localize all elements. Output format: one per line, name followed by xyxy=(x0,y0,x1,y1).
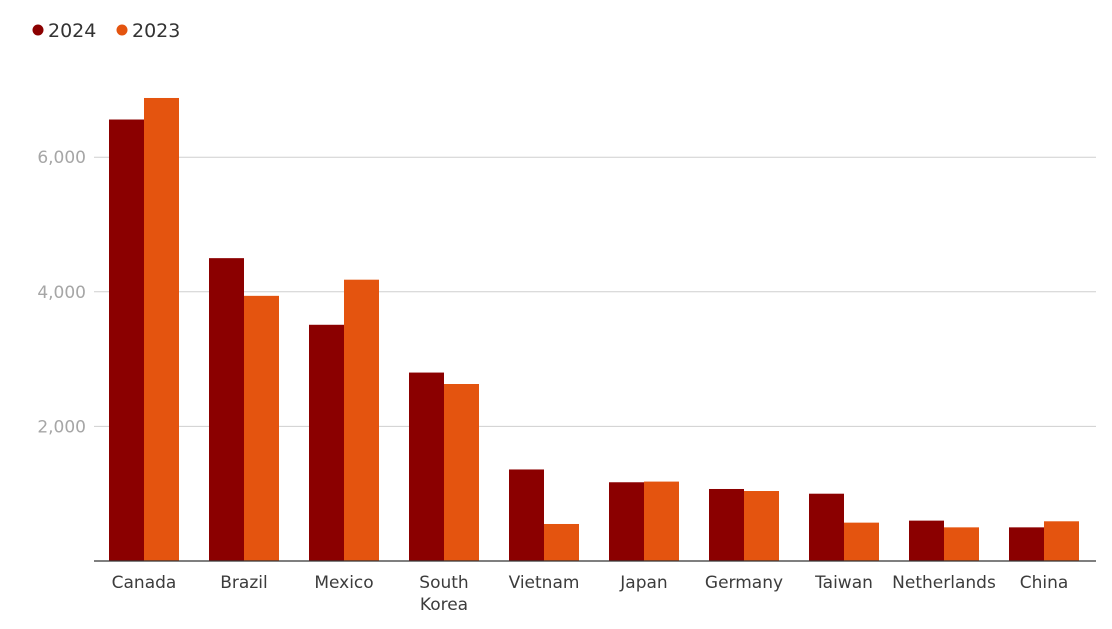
x-tick-label-line: Brazil xyxy=(220,573,267,593)
x-tick-label: Netherlands xyxy=(892,573,996,593)
bars xyxy=(109,97,1079,561)
bar-2024-south-korea xyxy=(409,372,444,561)
bar-2024-china xyxy=(1009,527,1044,561)
legend-marker-2024 xyxy=(32,24,44,36)
x-tick-label-line: Vietnam xyxy=(509,573,580,593)
bar-2024-brazil xyxy=(209,258,244,561)
bar-2023-japan xyxy=(644,481,679,561)
x-tick-label-line: South xyxy=(419,573,468,593)
legend-label-2023: 2023 xyxy=(132,20,180,42)
x-tick-label: Japan xyxy=(619,573,667,593)
bar-2023-south-korea xyxy=(444,384,479,561)
x-tick-label-line: Japan xyxy=(619,573,667,593)
legend-label-2024: 2024 xyxy=(48,20,96,42)
y-axis-ticks: 2,000 4,000 6,000 xyxy=(37,148,86,437)
bar-2023-brazil xyxy=(244,295,279,561)
x-tick-label: Vietnam xyxy=(509,573,580,593)
x-tick-label: Canada xyxy=(112,573,177,593)
y-tick-label: 4,000 xyxy=(37,283,86,303)
x-tick-label-line: Taiwan xyxy=(814,573,873,593)
y-tick-label: 2,000 xyxy=(37,417,86,437)
bar-2024-canada xyxy=(109,119,144,561)
bar-2023-vietnam xyxy=(544,523,579,561)
bar-2023-germany xyxy=(744,491,779,561)
bar-2024-germany xyxy=(709,488,744,561)
bar-2023-china xyxy=(1044,521,1079,561)
x-tick-label: South Korea xyxy=(419,573,468,615)
bar-2024-japan xyxy=(609,482,644,561)
bar-2024-netherlands xyxy=(909,520,944,561)
x-tick-label-line: Germany xyxy=(705,573,783,593)
bar-2023-mexico xyxy=(344,279,379,561)
bar-2024-taiwan xyxy=(809,493,844,561)
y-tick-label: 6,000 xyxy=(37,148,86,168)
x-tick-label-line: Mexico xyxy=(314,573,373,593)
x-tick-label-line: Netherlands xyxy=(892,573,996,593)
x-tick-label: Taiwan xyxy=(814,573,873,593)
x-tick-label: Brazil xyxy=(220,573,267,593)
bar-2024-vietnam xyxy=(509,469,544,561)
x-axis-ticks: Canada Brazil Mexico South Korea Vietnam Japan… xyxy=(112,573,1069,615)
x-tick-label-line: Korea xyxy=(420,595,468,615)
bar-2023-taiwan xyxy=(844,522,879,561)
x-tick-label: Mexico xyxy=(314,573,373,593)
legend: 2024 2023 xyxy=(32,20,180,42)
bar-2023-netherlands xyxy=(944,527,979,561)
bar-2024-mexico xyxy=(309,324,344,561)
bar-2023-canada xyxy=(144,97,179,561)
x-tick-label: China xyxy=(1020,573,1069,593)
legend-marker-2023 xyxy=(116,24,128,36)
x-tick-label: Germany xyxy=(705,573,783,593)
x-tick-label-line: Canada xyxy=(112,573,177,593)
x-tick-label-line: China xyxy=(1020,573,1069,593)
